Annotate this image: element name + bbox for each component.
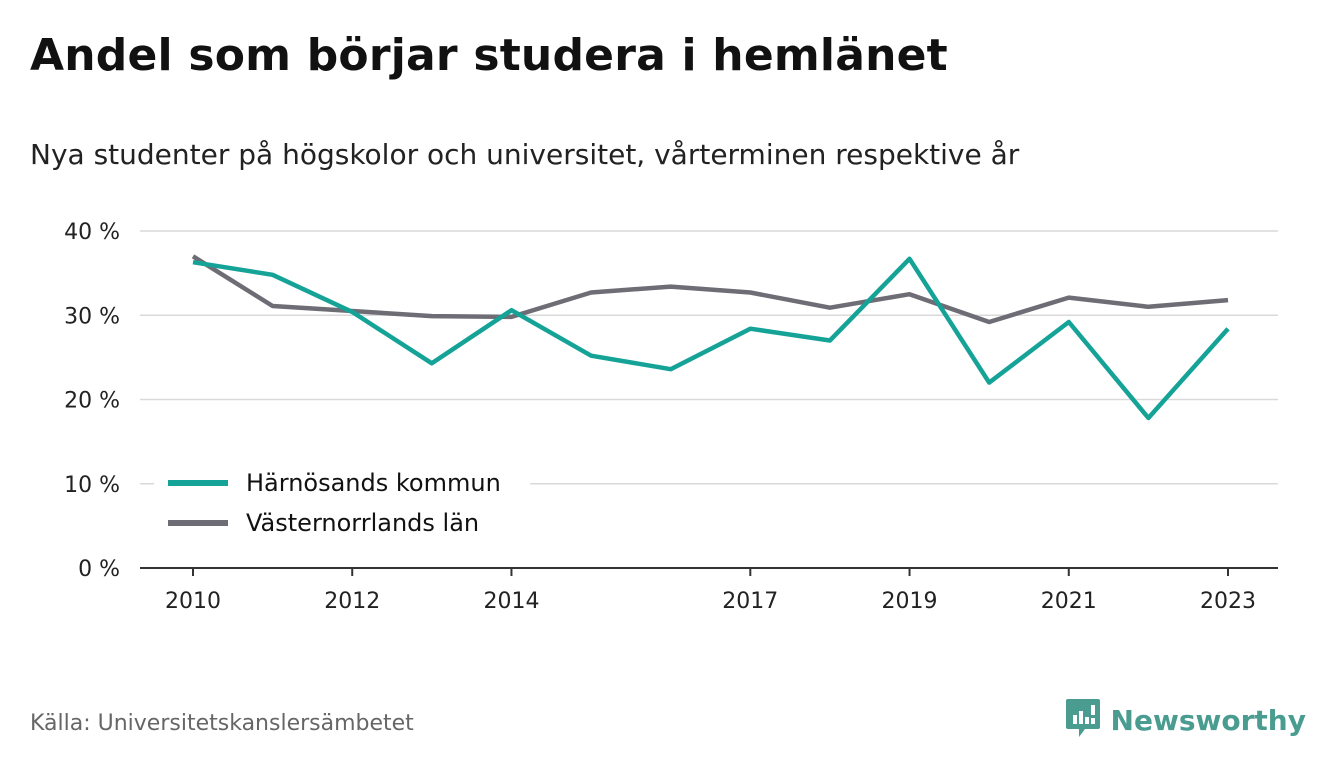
x-tick-label: 2019 [882,589,938,614]
line-chart: 0 % 10 % 20 % 30 % 40 % 2010 2012 2014 2017 2019 2… [64,220,1278,614]
legend: Härnösands kommun Västernorrlands län [154,459,530,549]
y-tick-label: 20 % [64,389,120,414]
x-tick-label: 2021 [1041,589,1097,614]
y-tick-label: 40 % [64,220,120,245]
x-tick-label: 2010 [165,589,221,614]
gridlines [140,230,1278,485]
newsworthy-logo-icon [1065,697,1101,743]
source-note: Källa: Universitetskanslersämbetet [30,711,414,736]
chart-title: Andel som börjar studera i hemlänet [30,30,948,81]
axes: 0 % 10 % 20 % 30 % 40 % 2010 2012 2014 2017 2019 2… [64,220,1278,614]
x-tick-label: 2012 [324,589,380,614]
x-tick-label: 2014 [483,589,539,614]
chart-subtitle: Nya studenter på högskolor och universit… [30,138,1020,171]
x-tick-label: 2017 [722,589,778,614]
x-tick-label: 2023 [1200,589,1256,614]
series-line [191,254,1229,325]
y-tick-label: 10 % [64,473,120,498]
y-tick-label: 30 % [64,304,120,329]
y-tick-label: 0 % [78,557,120,582]
legend-background [154,459,530,549]
brand-name: Newsworthy [1110,703,1306,737]
series-line [192,256,1230,421]
legend-label: Västernorrlands län [246,509,479,537]
series-lines [191,254,1230,421]
brand-logo: Newsworthy [1065,697,1306,743]
legend-label: Härnösands kommun [246,469,501,497]
